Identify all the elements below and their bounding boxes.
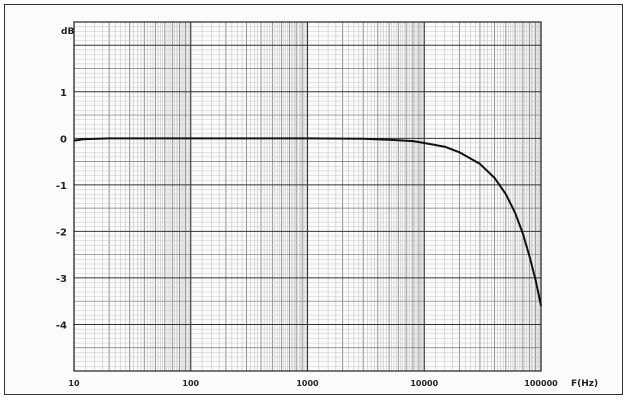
series-layer [73, 137, 542, 307]
y-tick-label: -4 [56, 320, 67, 331]
y-tick-label: -1 [56, 181, 67, 192]
x-tick-label: 10 [68, 379, 80, 388]
x-tick-label: 1000 [296, 379, 319, 388]
x-tick-label: 100000 [524, 379, 558, 388]
y-tick-label: -2 [56, 227, 67, 238]
x-axis-label: F(Hz) [571, 379, 598, 389]
y-tick-label: -3 [56, 274, 67, 285]
x-tick-label: 10000 [410, 379, 438, 388]
x-tick-label: 100 [182, 379, 199, 388]
x-tick-labels: 10 100 1000 10000 100000 [68, 379, 558, 388]
y-tick-labels: 1 0 -1 -2 -3 -4 [56, 88, 67, 332]
y-tick-label: 1 [60, 88, 67, 99]
y-axis-label: dB [61, 27, 74, 37]
y-tick-label: 0 [60, 134, 67, 145]
chart-frame [4, 4, 623, 395]
response-curve-line [73, 137, 542, 307]
plot-border [73, 21, 542, 372]
